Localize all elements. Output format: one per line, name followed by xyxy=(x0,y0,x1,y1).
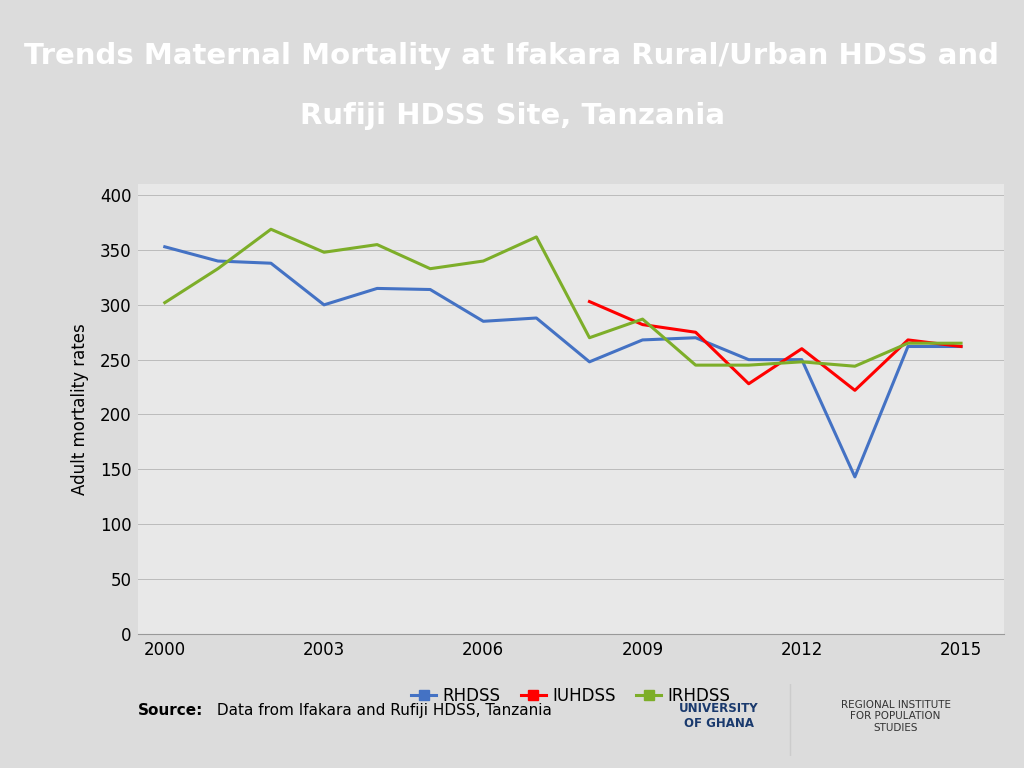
Legend: RHDSS, IUHDSS, IRHDSS: RHDSS, IUHDSS, IRHDSS xyxy=(404,680,737,711)
Text: REGIONAL INSTITUTE
FOR POPULATION
STUDIES: REGIONAL INSTITUTE FOR POPULATION STUDIE… xyxy=(841,700,950,733)
Y-axis label: Adult mortality rates: Adult mortality rates xyxy=(71,323,88,495)
Text: Rufiji HDSS Site, Tanzania: Rufiji HDSS Site, Tanzania xyxy=(299,102,725,130)
Text: Trends Maternal Mortality at Ifakara Rural/Urban HDSS and: Trends Maternal Mortality at Ifakara Rur… xyxy=(25,42,999,71)
Text: UNIVERSITY
OF GHANA: UNIVERSITY OF GHANA xyxy=(679,703,759,730)
Text: Source:: Source: xyxy=(138,703,204,718)
Text: Data from Ifakara and Rufiji HDSS, Tanzania: Data from Ifakara and Rufiji HDSS, Tanza… xyxy=(212,703,552,718)
